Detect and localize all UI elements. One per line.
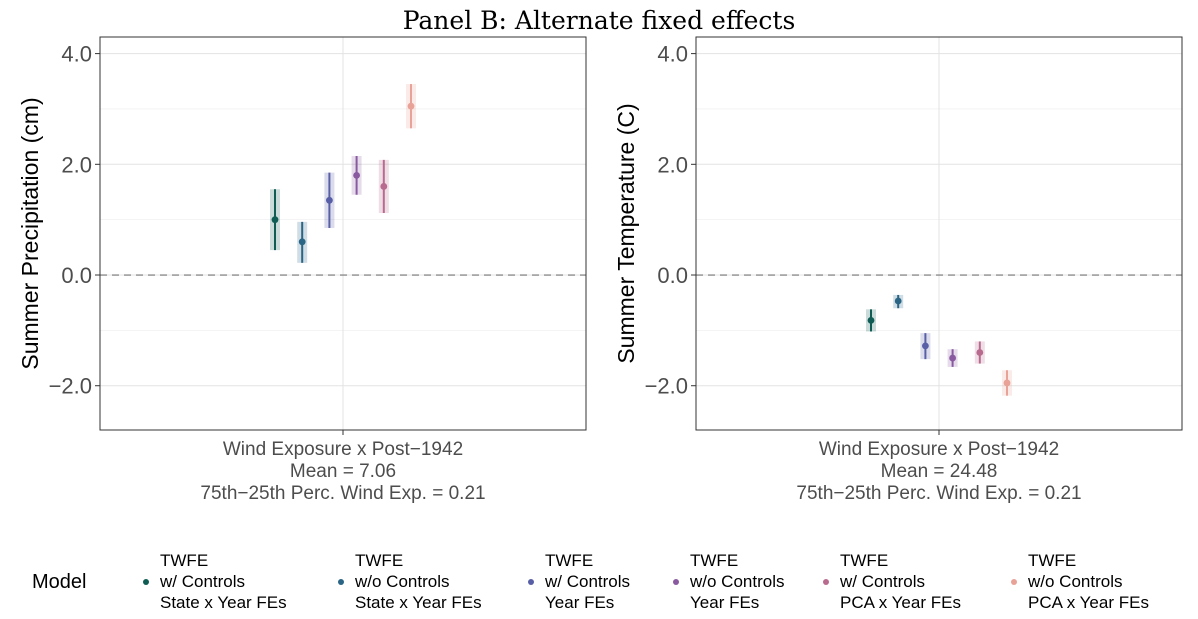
series-1: [270, 189, 280, 251]
legend-label: w/ Controls: [159, 572, 245, 591]
legend-marker: [143, 579, 149, 585]
legend-item-6: TWFE w/o Controls PCA x Year FEs: [1011, 551, 1149, 612]
series-6: [406, 84, 416, 129]
point-estimate: [326, 196, 333, 204]
point-estimate: [380, 183, 388, 190]
point-estimate: [353, 171, 360, 179]
legend-label: PCA x Year FEs: [840, 593, 961, 612]
legend-label: State x Year FEs: [160, 593, 287, 612]
legend-label: TWFE: [690, 551, 738, 570]
point-estimate: [867, 317, 875, 324]
legend-marker: [673, 579, 679, 585]
y-tick-label: 4.0: [657, 42, 688, 67]
legend-item-5: TWFE w/ Controls PCA x Year FEs: [823, 551, 961, 612]
point-estimate: [949, 354, 956, 362]
y-tick-label: 2.0: [61, 152, 92, 177]
y-tick-label: 4.0: [61, 42, 92, 67]
point-estimate: [976, 349, 984, 356]
series-2: [297, 221, 308, 263]
legend-item-2: TWFE w/o Controls State x Year FEs: [338, 551, 482, 612]
series-5: [378, 159, 389, 214]
y-tick-label: 0.0: [657, 263, 688, 288]
x-tick-label: 75th−25th Perc. Wind Exp. = 0.21: [796, 483, 1081, 504]
legend-item-1: TWFE w/ Controls State x Year FEs: [143, 551, 287, 612]
legend-label: TWFE: [545, 551, 593, 570]
legend-label: TWFE: [355, 551, 403, 570]
y-tick-label: −2.0: [49, 374, 92, 399]
legend-label: PCA x Year FEs: [1028, 593, 1149, 612]
legend-marker: [823, 579, 829, 585]
series-6: [1002, 370, 1012, 396]
series-3: [324, 172, 335, 228]
y-axis-title: Summer Temperature (C): [613, 103, 639, 363]
legend-label: TWFE: [160, 551, 208, 570]
legend-label: w/ Controls: [544, 572, 630, 591]
x-tick-label: Wind Exposure x Post−1942: [223, 439, 463, 460]
x-tick-label: Mean = 7.06: [290, 461, 396, 482]
legend-label: Year FEs: [545, 593, 614, 612]
x-tick-label: 75th−25th Perc. Wind Exp. = 0.21: [200, 483, 485, 504]
legend-label: TWFE: [840, 551, 888, 570]
point-estimate: [271, 216, 279, 224]
point-estimate: [298, 238, 306, 246]
legend-title: Model: [32, 571, 86, 593]
series-5: [974, 341, 985, 364]
y-tick-label: 0.0: [61, 263, 92, 288]
point-estimate: [1003, 379, 1011, 387]
chart-title: Panel B: Alternate fixed effects: [402, 6, 796, 35]
legend-marker: [338, 579, 344, 585]
series-2: [893, 294, 904, 309]
legend-label: Year FEs: [690, 593, 759, 612]
legend-marker: [528, 579, 534, 585]
series-4: [351, 156, 362, 195]
legend-label: w/ Controls: [839, 572, 925, 591]
point-estimate: [922, 342, 929, 350]
series-1: [866, 309, 876, 332]
series-4: [947, 349, 958, 367]
legend-marker: [1011, 579, 1017, 585]
x-tick-label: Mean = 24.48: [881, 461, 998, 482]
legend-item-3: TWFE w/ Controls Year FEs: [528, 551, 630, 612]
legend-label: w/o Controls: [354, 572, 449, 591]
legend-label: w/o Controls: [1027, 572, 1122, 591]
legend-item-4: TWFE w/o Controls Year FEs: [673, 551, 784, 612]
x-tick-label: Wind Exposure x Post−1942: [819, 439, 1059, 460]
point-estimate: [894, 297, 902, 305]
point-estimate: [407, 102, 415, 110]
y-axis-title: Summer Precipitation (cm): [17, 97, 43, 369]
series-3: [920, 333, 931, 360]
legend-label: TWFE: [1028, 551, 1076, 570]
y-tick-label: −2.0: [645, 374, 688, 399]
legend-label: w/o Controls: [689, 572, 784, 591]
y-tick-label: 2.0: [657, 152, 688, 177]
legend-label: State x Year FEs: [355, 593, 482, 612]
